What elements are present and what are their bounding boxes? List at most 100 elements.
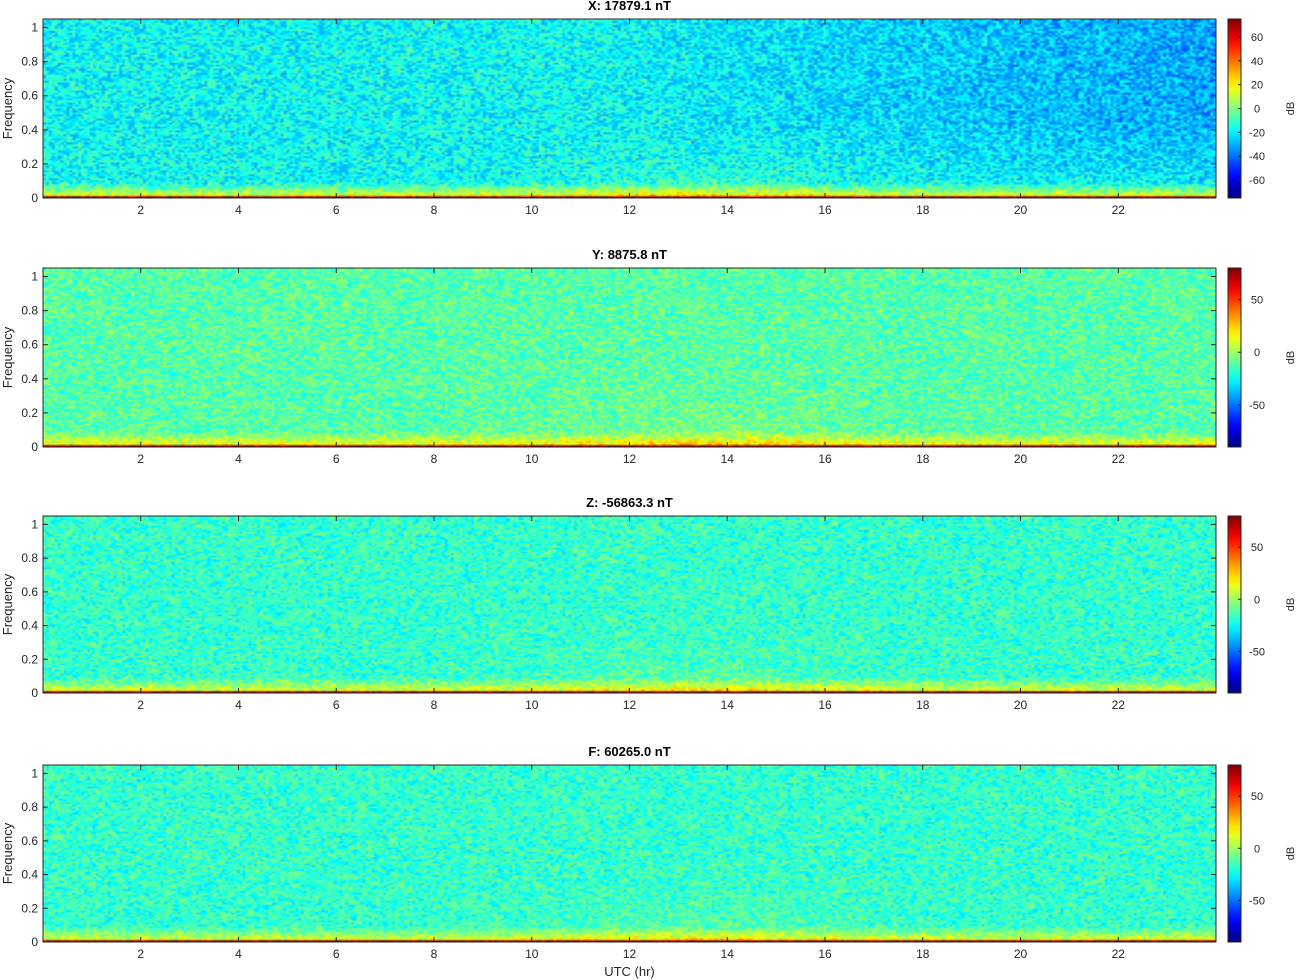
x-tick-label: 12: [623, 203, 637, 217]
colorbar-tick-label: 0: [1254, 843, 1260, 855]
colorbar-tick-label: 0: [1254, 347, 1260, 359]
y-tick-label: 0: [31, 686, 38, 700]
colorbar-tick-label: 20: [1251, 80, 1263, 92]
x-tick-label: 14: [721, 698, 735, 712]
y-tick-label: 1: [31, 517, 38, 531]
colorbar-label: dB: [1285, 847, 1297, 860]
colorbar-label: dB: [1285, 351, 1297, 364]
y-tick-label: 0.4: [21, 123, 38, 137]
x-tick-label: 4: [235, 947, 242, 961]
x-tick-label: 18: [916, 947, 930, 961]
x-tick-label: 2: [137, 947, 144, 961]
y-axis-label: Frequency: [0, 573, 15, 635]
y-tick-label: 0.6: [21, 585, 38, 599]
colorbar-tick-label: -60: [1249, 175, 1265, 187]
colorbar-tick-label: -50: [1249, 895, 1265, 907]
spectrogram-panel-1: 2 4 6 8 10 12 14 16 18 20 22 0 0.2 0.4 0.6 0.8 1 X: 17879…: [0, 0, 1297, 217]
colorbar-tick-label: 50: [1251, 542, 1263, 554]
colorbar-tick-label: 0: [1254, 594, 1260, 606]
x-tick-label: 16: [818, 698, 832, 712]
colorbar: -60 -40 -20 0 20 40 60 dB: [1227, 18, 1297, 199]
colorbar-tick-label: 60: [1251, 32, 1263, 44]
y-tick-label: 1: [31, 766, 38, 780]
colorbar-tick-label: 50: [1251, 791, 1263, 803]
x-tick-label: 22: [1112, 947, 1126, 961]
x-tick-label: 2: [137, 452, 144, 466]
x-tick-label: 22: [1112, 452, 1126, 466]
panel-title: X: 17879.1 nT: [588, 0, 671, 13]
x-tick-label: 22: [1112, 203, 1126, 217]
x-tick-label: 12: [623, 947, 637, 961]
y-tick-label: 0.8: [21, 55, 38, 69]
x-tick-label: 6: [333, 947, 340, 961]
x-tick-label: 10: [525, 452, 539, 466]
spectrogram-panel-3: 2 4 6 8 10 12 14 16 18 20 22 0 0.2 0.4 0.6 0.8 1 Z: -5686…: [0, 495, 1297, 712]
x-axis-label: UTC (hr): [604, 964, 655, 979]
colorbar-tick-label: -50: [1249, 400, 1265, 412]
x-tick-label: 10: [525, 698, 539, 712]
colorbar: -50 0 50 dB: [1227, 515, 1297, 694]
colorbar-tick-label: -20: [1249, 127, 1265, 139]
y-tick-label: 0.6: [21, 89, 38, 103]
y-tick-label: 0.8: [21, 551, 38, 565]
colorbar-label: dB: [1285, 598, 1297, 611]
y-tick-label: 0: [31, 191, 38, 205]
y-axis-label: Frequency: [0, 77, 15, 139]
y-tick-label: 0.2: [21, 406, 38, 420]
x-tick-label: 20: [1014, 203, 1028, 217]
colorbar: -50 0 50 dB: [1227, 764, 1297, 943]
colorbar-tick-label: 50: [1251, 295, 1263, 307]
x-tick-label: 8: [431, 452, 438, 466]
spectrogram-heatmap: [43, 268, 1216, 447]
y-tick-label: 0.4: [21, 868, 38, 882]
x-tick-label: 14: [721, 203, 735, 217]
x-tick-label: 4: [235, 698, 242, 712]
spectrogram-heatmap: [43, 19, 1216, 198]
y-tick-label: 1: [31, 21, 38, 35]
y-axis-label: Frequency: [0, 822, 15, 884]
panel-title: F: 60265.0 nT: [588, 744, 670, 759]
x-tick-label: 18: [916, 452, 930, 466]
y-tick-label: 0.2: [21, 901, 38, 915]
y-tick-label: 0.8: [21, 800, 38, 814]
x-tick-label: 16: [818, 452, 832, 466]
x-tick-label: 4: [235, 203, 242, 217]
spectrogram-heatmap: [43, 765, 1216, 942]
y-axis-label: Frequency: [0, 326, 15, 388]
x-tick-label: 16: [818, 947, 832, 961]
x-tick-label: 22: [1112, 698, 1126, 712]
y-tick-label: 0: [31, 440, 38, 454]
colorbar-tick-label: -40: [1249, 151, 1265, 163]
x-tick-label: 18: [916, 203, 930, 217]
colorbar-label: dB: [1285, 102, 1297, 115]
x-tick-label: 6: [333, 203, 340, 217]
x-tick-label: 2: [137, 698, 144, 712]
x-tick-label: 20: [1014, 947, 1028, 961]
x-tick-label: 2: [137, 203, 144, 217]
x-tick-label: 10: [525, 203, 539, 217]
x-tick-label: 12: [623, 698, 637, 712]
x-tick-label: 20: [1014, 698, 1028, 712]
x-tick-label: 14: [721, 452, 735, 466]
x-tick-label: 16: [818, 203, 832, 217]
spectrogram-heatmap: [43, 516, 1216, 693]
colorbar-tick-label: -50: [1249, 646, 1265, 658]
colorbar-gradient: [1227, 764, 1242, 943]
x-tick-label: 4: [235, 452, 242, 466]
spectrogram-panel-2: 2 4 6 8 10 12 14 16 18 20 22 0 0.2 0.4 0.6 0.8 1 Y: 8875.…: [0, 247, 1297, 466]
colorbar-tick-label: 40: [1251, 56, 1263, 68]
y-tick-label: 0.2: [21, 157, 38, 171]
colorbar-tick-label: 0: [1254, 104, 1260, 116]
y-tick-label: 0.6: [21, 834, 38, 848]
x-tick-label: 6: [333, 698, 340, 712]
panel-title: Z: -56863.3 nT: [586, 495, 673, 510]
x-tick-label: 8: [431, 947, 438, 961]
colorbar: -50 0 50 dB: [1227, 267, 1297, 448]
y-tick-label: 0.4: [21, 372, 38, 386]
colorbar-gradient: [1227, 515, 1242, 694]
y-tick-label: 0.2: [21, 652, 38, 666]
spectrogram-panel-4: 2 4 6 8 10 12 14 16 18 20 22 0 0.2 0.4 0.6 0.8 1 F: 60265…: [0, 744, 1297, 979]
x-tick-label: 12: [623, 452, 637, 466]
y-tick-label: 0.4: [21, 619, 38, 633]
